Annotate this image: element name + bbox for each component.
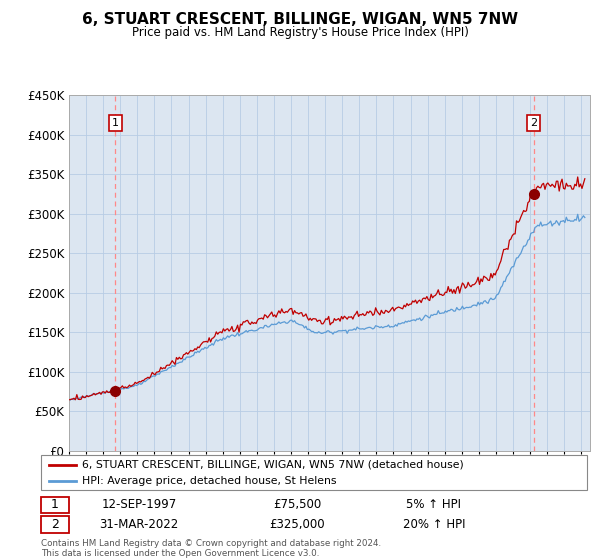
Text: 1: 1 [51,498,59,511]
FancyBboxPatch shape [41,497,69,513]
Text: Price paid vs. HM Land Registry's House Price Index (HPI): Price paid vs. HM Land Registry's House … [131,26,469,39]
Text: 6, STUART CRESCENT, BILLINGE, WIGAN, WN5 7NW (detached house): 6, STUART CRESCENT, BILLINGE, WIGAN, WN5… [82,460,464,470]
Text: £325,000: £325,000 [269,518,325,531]
Text: 2: 2 [51,518,59,531]
Text: 2: 2 [530,118,537,128]
Text: 6, STUART CRESCENT, BILLINGE, WIGAN, WN5 7NW: 6, STUART CRESCENT, BILLINGE, WIGAN, WN5… [82,12,518,27]
Text: £75,500: £75,500 [273,498,322,511]
Text: 12-SEP-1997: 12-SEP-1997 [101,498,177,511]
Text: 5% ↑ HPI: 5% ↑ HPI [406,498,461,511]
Text: 20% ↑ HPI: 20% ↑ HPI [403,518,465,531]
Text: 1: 1 [112,118,119,128]
FancyBboxPatch shape [41,516,69,533]
Text: 31-MAR-2022: 31-MAR-2022 [100,518,179,531]
FancyBboxPatch shape [41,455,587,490]
Text: HPI: Average price, detached house, St Helens: HPI: Average price, detached house, St H… [82,475,336,486]
Text: Contains HM Land Registry data © Crown copyright and database right 2024.
This d: Contains HM Land Registry data © Crown c… [41,539,381,558]
